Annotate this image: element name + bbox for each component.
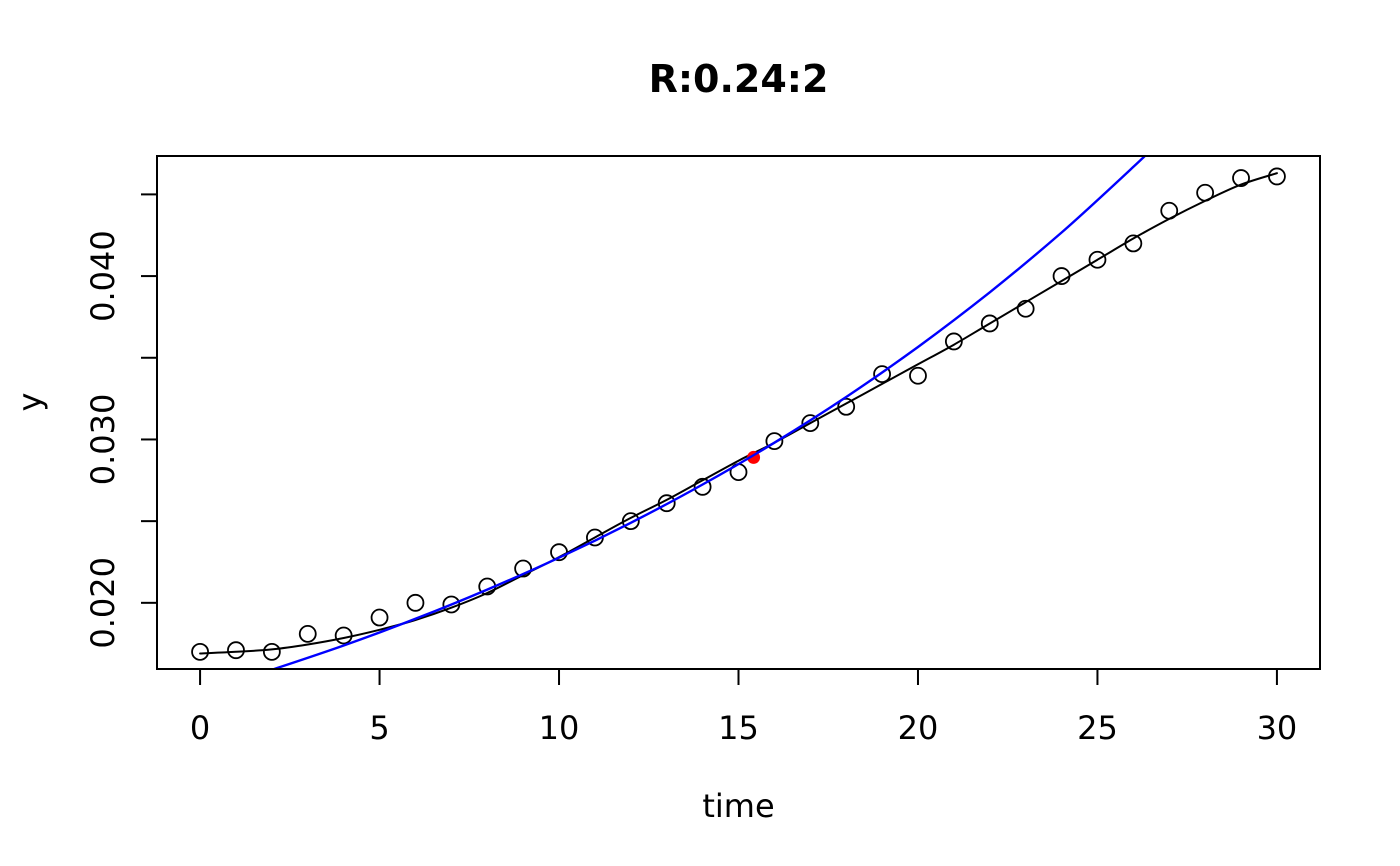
observed-points bbox=[334, 626, 353, 645]
y-tick-label: 0.040 bbox=[84, 230, 122, 322]
observed-points bbox=[370, 608, 389, 627]
fitted-curve bbox=[199, 172, 1278, 655]
observed-points bbox=[514, 559, 533, 578]
observed-points bbox=[191, 642, 209, 661]
x-tick-label: 5 bbox=[369, 709, 389, 747]
exponential-curve bbox=[271, 156, 1147, 669]
x-tick-label: 25 bbox=[1077, 709, 1118, 747]
observed-points bbox=[1088, 250, 1107, 269]
plot-border bbox=[156, 155, 1321, 670]
y-tick-label: 0.020 bbox=[84, 557, 122, 649]
observed-points bbox=[1232, 169, 1250, 187]
x-tick-label: 0 bbox=[190, 709, 210, 747]
y-tick-label: 0.030 bbox=[84, 394, 122, 486]
y-axis-label: y bbox=[11, 392, 49, 412]
x-tick-label: 30 bbox=[1257, 709, 1298, 747]
observed-points bbox=[693, 477, 712, 496]
observed-points bbox=[873, 365, 891, 384]
observed-points bbox=[406, 593, 425, 612]
observed-points bbox=[944, 332, 963, 351]
chart-title: R:0.24:2 bbox=[648, 57, 829, 101]
x-tick-label: 10 bbox=[539, 709, 580, 747]
x-tick-label: 20 bbox=[898, 709, 939, 747]
observed-points bbox=[1016, 299, 1035, 318]
observed-points bbox=[980, 314, 999, 333]
observed-points bbox=[909, 366, 927, 385]
observed-points bbox=[1268, 167, 1286, 186]
x-axis-label: time bbox=[702, 787, 775, 825]
observed-points bbox=[801, 414, 820, 433]
observed-points bbox=[227, 641, 245, 660]
x-tick-label: 15 bbox=[718, 709, 759, 747]
observed-points bbox=[298, 624, 317, 643]
observed-points bbox=[765, 432, 784, 450]
observed-points bbox=[262, 642, 281, 661]
